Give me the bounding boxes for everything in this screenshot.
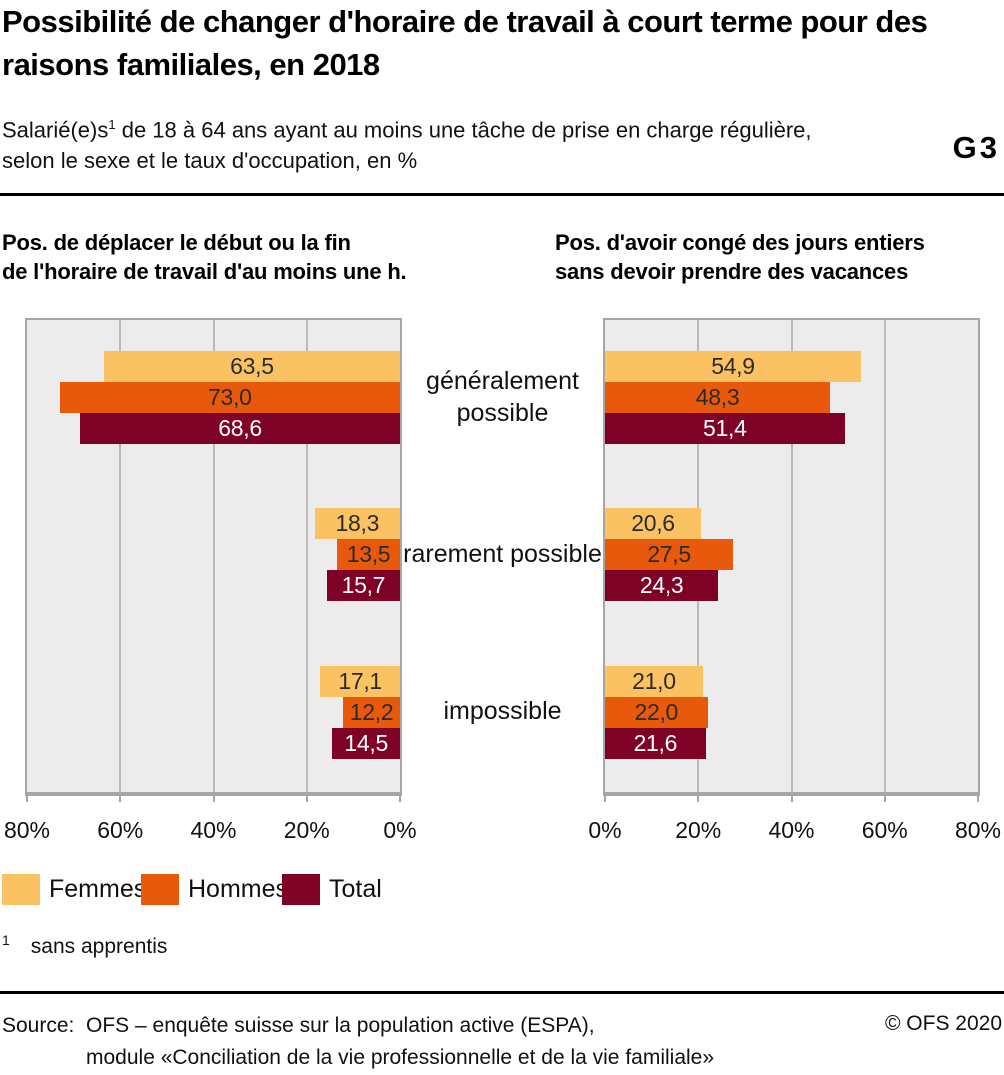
- legend-label: Femmes: [49, 875, 147, 903]
- bar-value-label: 17,1: [338, 667, 382, 694]
- bar-value-label: 12,2: [349, 698, 394, 725]
- axis-tick-label: 60%: [97, 817, 144, 843]
- bar-value-label: 13,5: [346, 541, 391, 568]
- legend-item: Hommes: [141, 874, 288, 905]
- bar-value-label: 63,5: [230, 353, 274, 379]
- source-label: Source:: [2, 1014, 75, 1037]
- bar-femmes: 17,1: [320, 665, 400, 697]
- bar-femmes: 63,5: [103, 351, 400, 382]
- bar-total: 51,4: [605, 413, 845, 444]
- source-line-2: module «Conciliation de la vie professio…: [86, 1046, 715, 1069]
- gridline: [119, 320, 122, 792]
- axis-right: 0% 20% 40% 60% 80%: [588, 817, 1001, 847]
- gridline: [790, 320, 793, 792]
- axis-tick-label: 60%: [861, 817, 908, 843]
- legend-swatch-hommes: [141, 874, 179, 905]
- copyright: © OFS 2020: [884, 1012, 1002, 1035]
- plot-left: 63,5 73,0 68,6 18,3 13,5 15,7 17,1 12,2 14,5: [25, 318, 402, 802]
- axis-tick: [883, 796, 886, 802]
- bar-value-label: 14,5: [344, 729, 388, 756]
- bar-hommes: 13,5: [337, 539, 400, 571]
- bar-value-label: 22,0: [634, 698, 679, 725]
- bar-value-label: 15,7: [341, 572, 386, 599]
- axis-tick-label: 20%: [675, 817, 722, 843]
- axis-tick: [119, 796, 122, 802]
- bar-value-label: 21,0: [632, 667, 676, 694]
- legend-item: Femmes: [2, 874, 146, 905]
- bar-hommes: 27,5: [605, 539, 734, 571]
- bar-femmes: 54,9: [605, 351, 861, 382]
- bar-value-label: 20,6: [631, 510, 675, 537]
- source-line-1: OFS – enquête suisse sur la population a…: [86, 1014, 595, 1037]
- bar-value-label: 27,5: [647, 541, 691, 568]
- legend-swatch-total: [282, 874, 320, 905]
- bar-value-label: 24,3: [639, 572, 684, 599]
- axis-tick-label: 80%: [3, 817, 51, 843]
- footnote: 1 sans apprentis: [2, 932, 167, 959]
- bar-value-label: 68,6: [218, 415, 262, 441]
- axis-tick: [604, 796, 606, 802]
- bar-hommes: 73,0: [59, 382, 400, 413]
- axis-tick-label: 20%: [283, 817, 330, 843]
- axis-tick: [26, 796, 28, 802]
- footnote-marker: 1: [2, 932, 10, 948]
- panel-title-left: Pos. de déplacer le début ou la fin de l…: [2, 230, 407, 284]
- subtitle-text: Salarié(e)s: [2, 117, 109, 143]
- plot-right: 54,9 48,3 51,4 20,6 27,5 24,3 21,0 22,0 21,6: [603, 318, 980, 802]
- legend-swatch-femmes: [2, 874, 40, 905]
- axis-tick: [697, 796, 700, 802]
- legend-item: Total: [282, 874, 382, 905]
- footnote-text: sans apprentis: [30, 935, 168, 958]
- axis-tick: [399, 796, 401, 802]
- bar-value-label: 54,9: [711, 353, 755, 379]
- bar-total: 14,5: [332, 727, 400, 759]
- source: Source: OFS – enquête suisse sur la popu…: [2, 1010, 714, 1074]
- bar-hommes: 22,0: [605, 696, 708, 728]
- bar-value-label: 18,3: [335, 510, 380, 537]
- category-label: impossible: [443, 697, 562, 726]
- axis-tick-label: 80%: [954, 817, 1002, 843]
- bar-value-label: 51,4: [703, 415, 747, 441]
- subtitle: Salarié(e)s1 de 18 à 64 ans ayant au moi…: [2, 109, 832, 176]
- page-title: Possibilité de changer d'horaire de trav…: [2, 4, 928, 82]
- gridline: [212, 320, 215, 792]
- axis-tick-label: 0%: [588, 817, 622, 843]
- divider-bottom: [0, 991, 1004, 994]
- bar-total: 21,6: [605, 727, 706, 759]
- legend-label: Hommes: [188, 875, 289, 903]
- axis-tick: [305, 796, 308, 802]
- bar-total: 15,7: [326, 570, 400, 602]
- bar-femmes: 20,6: [605, 508, 702, 540]
- category-label: rarement possible: [403, 540, 602, 568]
- panel-title-right: Pos. d'avoir congé des jours entiers san…: [555, 230, 925, 284]
- category-label: généralement possible: [426, 366, 579, 427]
- axis-tick-label: 40%: [190, 817, 237, 843]
- axis-left: 80% 60% 40% 20% 0%: [4, 817, 417, 847]
- subtitle-footnote-marker: 1: [108, 117, 116, 132]
- divider-top: [0, 193, 1004, 196]
- bar-femmes: 21,0: [605, 665, 703, 697]
- bar-value-label: 48,3: [695, 384, 740, 410]
- bar-total: 24,3: [605, 570, 719, 602]
- axis-tick: [790, 796, 793, 802]
- bar-value-label: 21,6: [633, 729, 678, 756]
- bar-total: 68,6: [80, 413, 400, 444]
- bar-value-label: 73,0: [208, 384, 252, 410]
- bar-femmes: 18,3: [314, 508, 400, 540]
- axis-tick-label: 0%: [383, 817, 417, 843]
- axis-tick: [977, 796, 979, 802]
- bar-hommes: 12,2: [343, 696, 400, 728]
- axis-tick-label: 40%: [768, 817, 815, 843]
- graph-id-badge: G3: [952, 130, 1000, 165]
- gridline: [883, 320, 886, 792]
- subtitle-text-rest: de 18 à 64 ans ayant au moins une tâche …: [2, 117, 812, 174]
- axis-tick: [212, 796, 215, 802]
- gridline: [305, 320, 308, 792]
- legend-label: Total: [329, 875, 382, 903]
- bar-hommes: 48,3: [605, 382, 831, 413]
